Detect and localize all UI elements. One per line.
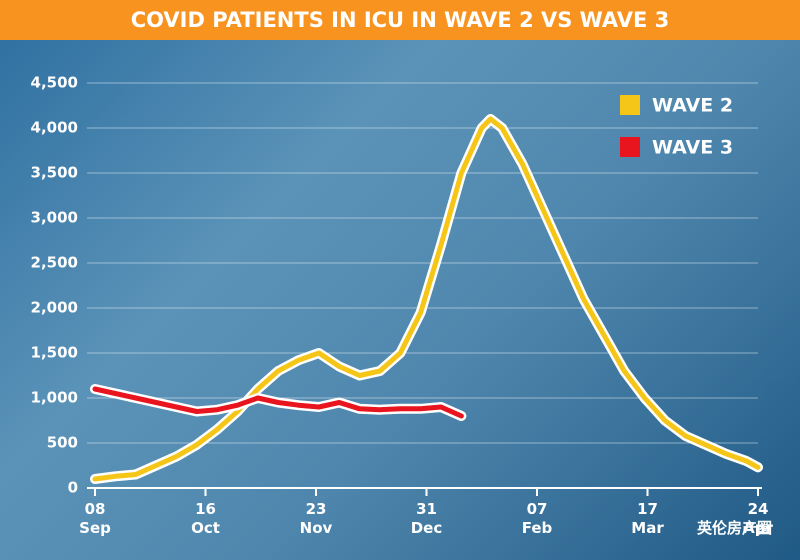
legend-label: WAVE 2 (652, 95, 733, 117)
y-tick-label: 4,000 (31, 119, 78, 137)
legend-swatch (620, 137, 640, 157)
x-tick-label: 07 Feb (521, 500, 553, 537)
legend-swatch (620, 95, 640, 115)
x-tick-label: 23 Nov (299, 500, 333, 537)
y-tick-label: 3,000 (31, 209, 78, 227)
y-tick-label: 1,000 (31, 389, 78, 407)
watermark: 英伦房产圈 (696, 519, 772, 537)
title-banner (0, 0, 800, 40)
y-tick-label: 1,500 (31, 344, 78, 362)
y-tick-label: 500 (47, 434, 78, 452)
x-tick-label: 16 Oct (191, 500, 220, 537)
legend-label: WAVE 3 (652, 137, 733, 159)
y-tick-label: 0 (68, 479, 78, 497)
y-tick-label: 2,500 (31, 254, 78, 272)
line (92, 386, 464, 419)
y-tick-label: 4,500 (31, 74, 78, 92)
line (92, 116, 761, 482)
x-tick-label: 24 Apr (743, 500, 773, 537)
x-tick-label: 08 Sep (79, 500, 111, 537)
x-tick-label: 17 Mar (631, 500, 664, 537)
y-tick-label: 2,000 (31, 299, 78, 317)
y-tick-label: 3,500 (31, 164, 78, 182)
chart-title: COVID PATIENTS IN ICU IN WAVE 2 VS WAVE … (130, 8, 670, 32)
x-tick-label: 31 Dec (410, 500, 443, 537)
